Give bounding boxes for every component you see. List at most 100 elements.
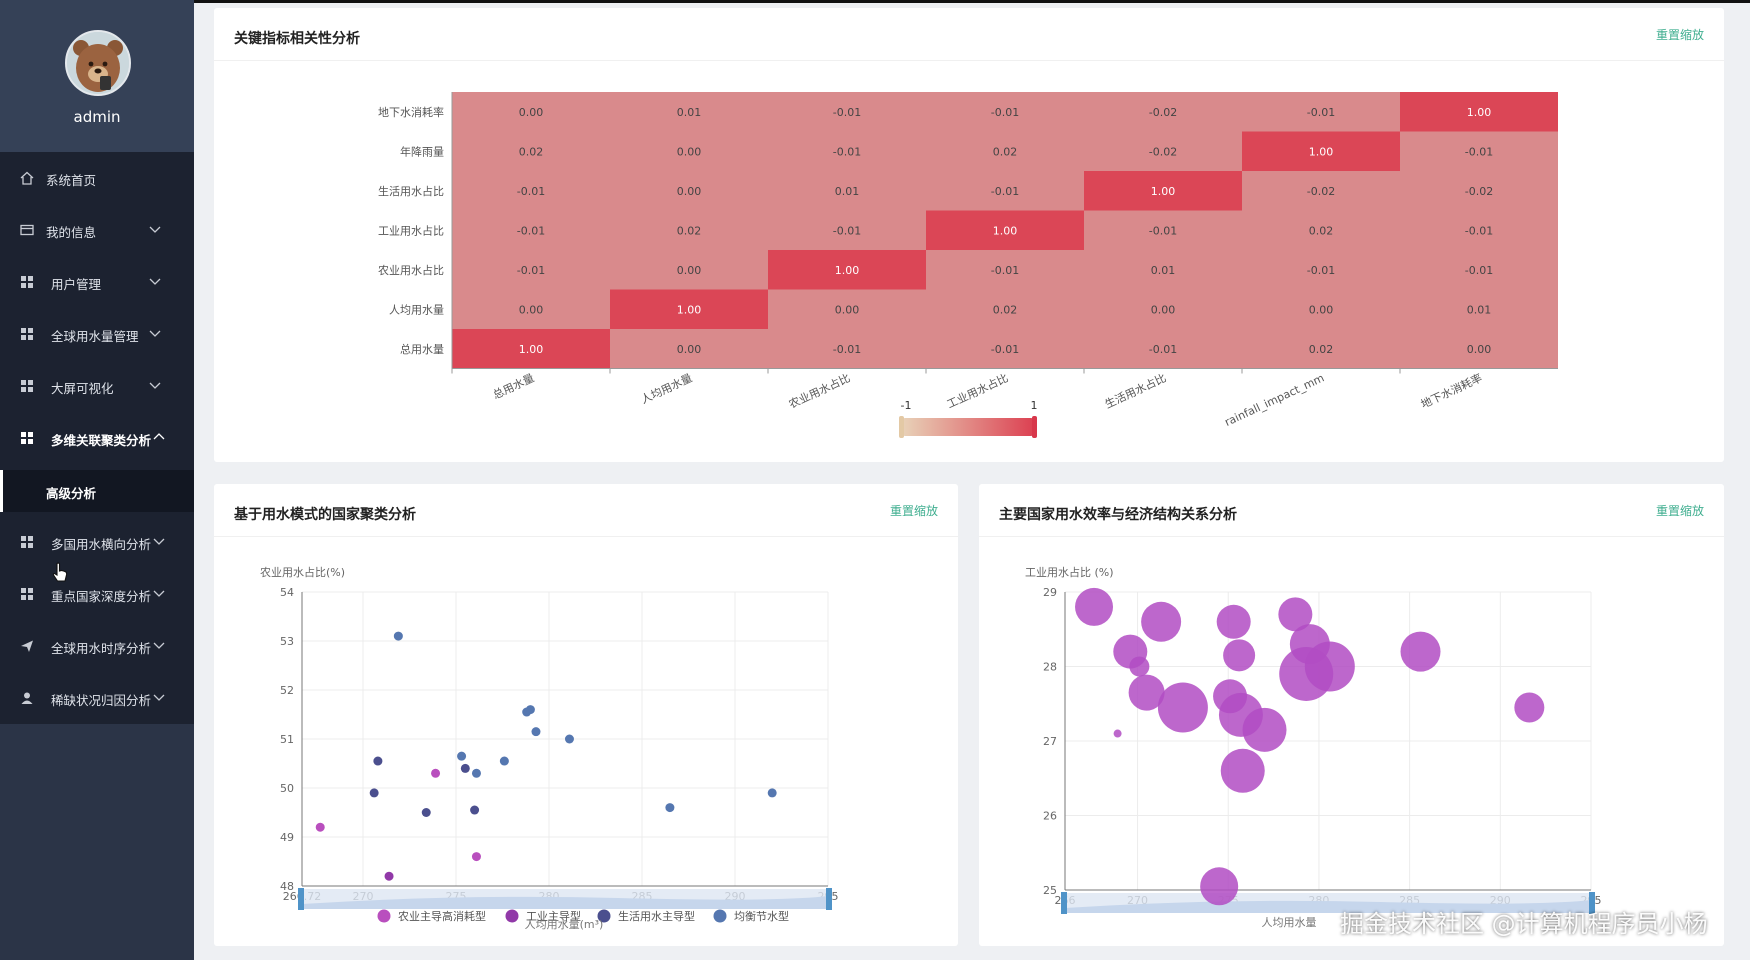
reset-zoom-button[interactable]: 重置缩放 bbox=[889, 504, 938, 518]
x-axis-label: 人均用水量 bbox=[1262, 916, 1317, 929]
bubble-point bbox=[1220, 748, 1265, 793]
heatmap-y-tick-label: 总用水量 bbox=[400, 342, 444, 356]
window-top-border bbox=[0, 0, 1750, 3]
heatmap-cell bbox=[1400, 329, 1558, 369]
legend-label: 工业主导型 bbox=[526, 909, 581, 923]
sidebar-item-big-screen[interactable]: 大屏可视化 bbox=[0, 360, 194, 412]
visual-map-handle-max bbox=[1032, 416, 1037, 438]
legend-marker bbox=[377, 909, 391, 923]
heatmap-cell bbox=[610, 171, 768, 211]
avatar[interactable] bbox=[65, 30, 131, 96]
heatmap-cell-label: -0.01 bbox=[1149, 224, 1177, 237]
heatmap-cell bbox=[768, 171, 926, 211]
sidebar-item-label: 大屏可视化 bbox=[51, 381, 114, 396]
heatmap-cell bbox=[610, 289, 768, 329]
legend-label: 均衡节水型 bbox=[734, 909, 789, 923]
bubble-point bbox=[1242, 707, 1287, 752]
heatmap-cell-label: -0.02 bbox=[1465, 185, 1493, 198]
heatmap-x-tick-label: 工业用水占比 bbox=[945, 371, 1011, 412]
heatmap-cell bbox=[768, 131, 926, 171]
zoom-slider-handle-right bbox=[1589, 892, 1595, 914]
heatmap-cell-label: 0.00 bbox=[1467, 343, 1492, 356]
visual-map-handle-min bbox=[899, 416, 904, 438]
heatmap-cell bbox=[452, 210, 610, 250]
heatmap-cell bbox=[768, 210, 926, 250]
sidebar-item-scarcity-analysis[interactable]: 稀缺状况归因分析 bbox=[0, 672, 194, 724]
heatmap-cell bbox=[610, 131, 768, 171]
heatmap-cell bbox=[1084, 329, 1242, 369]
heatmap-cell bbox=[1242, 131, 1400, 171]
heatmap-cell bbox=[768, 289, 926, 329]
heatmap-cell-label: 0.00 bbox=[1309, 303, 1334, 316]
sidebar-item-multi-country-analysis[interactable]: 多国用水横向分析 bbox=[0, 516, 194, 568]
scatter-point bbox=[471, 768, 481, 778]
user-profile: admin bbox=[0, 0, 194, 152]
heatmap-y-tick-label: 生活用水占比 bbox=[378, 184, 444, 198]
heatmap-cell-label: -0.02 bbox=[1149, 106, 1177, 119]
heatmap-cell bbox=[1084, 92, 1242, 132]
heatmap-cell bbox=[926, 131, 1084, 171]
x-axis-label: 人均用水量(m³) bbox=[525, 918, 604, 931]
sidebar-item-timeseries-analysis[interactable]: 全球用水时序分析 bbox=[0, 620, 194, 672]
correlation-heatmap[interactable]: 1.00 0.00 -0.01 -0.01 -0.01 0.02 0.00 0.00 1.00 0… bbox=[214, 8, 1724, 462]
heatmap-cell-label: 0.01 bbox=[835, 185, 860, 198]
heatmap-cell-label: 0.02 bbox=[1309, 343, 1334, 356]
bubble-point bbox=[1075, 587, 1114, 626]
heatmap-cell bbox=[1242, 329, 1400, 369]
sidebar-item-water-management[interactable]: 全球用水量管理 bbox=[0, 308, 194, 360]
efficiency-bubble-chart[interactable]: 2526272829266270275280285290295工业用水占比 (%… bbox=[979, 484, 1724, 946]
sidebar-item-user-management[interactable]: 用户管理 bbox=[0, 256, 194, 308]
sidebar-item-cluster-analysis[interactable]: 多维关联聚类分析 bbox=[0, 412, 194, 464]
y-tick-label: 48 bbox=[280, 880, 294, 893]
heatmap-cell bbox=[1400, 171, 1558, 211]
legend-marker bbox=[597, 909, 611, 923]
sidebar-item-label: 全球用水量管理 bbox=[51, 329, 139, 344]
cluster-scatter-chart[interactable]: 48495051525354266.72270275280285290295农业… bbox=[214, 484, 958, 946]
heatmap-cell-label: -0.01 bbox=[517, 224, 545, 237]
scatter-point bbox=[470, 805, 480, 815]
sidebar-item-label: 稀缺状况归因分析 bbox=[51, 693, 152, 708]
heatmap-cell-label: 0.00 bbox=[519, 303, 544, 316]
bubble-point bbox=[1216, 604, 1251, 639]
reset-zoom-button[interactable]: 重置缩放 bbox=[1655, 504, 1704, 518]
cluster-card: 基于用水模式的国家聚类分析 重置缩放 48495051525354266.722… bbox=[214, 484, 958, 946]
y-tick-label: 29 bbox=[1043, 586, 1057, 599]
scatter-point bbox=[315, 822, 325, 832]
heatmap-cell bbox=[1242, 210, 1400, 250]
heatmap-cell bbox=[926, 92, 1084, 132]
bubble-point bbox=[1141, 601, 1182, 642]
sidebar-item-my-info[interactable]: 我的信息 bbox=[0, 204, 194, 256]
sidebar: admin 系统首页 我的信息 用户管理 全球用水量管理 大屏可视化 bbox=[0, 0, 194, 960]
y-tick-label: 27 bbox=[1043, 735, 1057, 748]
heatmap-x-tick-label: 生活用水占比 bbox=[1103, 371, 1169, 412]
reset-zoom-button[interactable]: 重置缩放 bbox=[1655, 28, 1704, 42]
heatmap-cell bbox=[1242, 289, 1400, 329]
heatmap-cell-label: 1.00 bbox=[835, 264, 860, 277]
grid-icon bbox=[21, 432, 33, 444]
zoom-slider-preview bbox=[302, 896, 828, 909]
scatter-point bbox=[369, 788, 379, 798]
heatmap-cell-label: -0.01 bbox=[991, 185, 1019, 198]
heatmap-cell bbox=[768, 250, 926, 290]
sidebar-item-label: 我的信息 bbox=[46, 225, 97, 240]
visual-map-min-label: -1 bbox=[901, 399, 912, 412]
sidebar-item-key-country-analysis[interactable]: 重点国家深度分析 bbox=[0, 568, 194, 620]
sidebar-item-home[interactable]: 系统首页 bbox=[0, 152, 194, 204]
sidebar-subitem-advanced-analysis[interactable]: 高级分析 bbox=[0, 470, 194, 512]
sidebar-item-label: 系统首页 bbox=[46, 173, 97, 188]
chevron-down-icon bbox=[149, 226, 161, 233]
heatmap-cell-label: 0.01 bbox=[1151, 264, 1176, 277]
heatmap-cell-label: 1.00 bbox=[993, 224, 1018, 237]
heatmap-cell bbox=[1242, 92, 1400, 132]
chevron-down-icon bbox=[149, 278, 161, 285]
heatmap-cell bbox=[1084, 131, 1242, 171]
heatmap-cell bbox=[1084, 171, 1242, 211]
heatmap-cell bbox=[610, 250, 768, 290]
heatmap-cell-label: -0.02 bbox=[1307, 185, 1335, 198]
heatmap-x-tick-label: 地下水消耗率 bbox=[1419, 371, 1485, 412]
heatmap-cell-label: 0.02 bbox=[677, 224, 702, 237]
correlation-card: 关键指标相关性分析 重置缩放 1.00 0.00 -0.01 -0.01 -0.01 0.… bbox=[214, 8, 1724, 462]
heatmap-cell-label: 0.02 bbox=[519, 145, 544, 158]
bubble-point bbox=[1113, 729, 1122, 738]
y-tick-label: 49 bbox=[280, 831, 294, 844]
